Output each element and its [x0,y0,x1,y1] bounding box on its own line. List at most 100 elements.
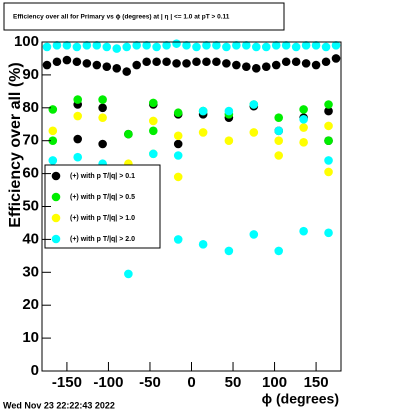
y-tick-label: 90 [22,66,39,83]
data-point [224,136,234,145]
x-tick-label: -100 [93,374,123,391]
data-point [173,151,183,160]
legend-label: (+) with p T/|q| > 0.1 [70,173,135,180]
data-point [299,226,308,236]
data-point [82,40,92,50]
data-point [122,42,132,52]
data-point [274,246,284,256]
data-point [202,57,211,67]
data-point [73,111,83,121]
data-point [148,126,158,136]
y-tick-label: 30 [22,263,39,280]
data-point [274,136,284,145]
legend-marker [51,213,61,223]
data-point [182,59,191,68]
data-point [242,62,251,71]
data-point [172,59,181,68]
data-point [148,116,158,126]
data-point [124,129,133,139]
data-point [148,149,158,159]
data-point [132,60,141,70]
data-point [232,40,241,50]
legend-marker [51,234,61,244]
data-point [162,40,171,50]
data-point [102,62,112,71]
data-point [48,136,58,145]
data-point [202,40,211,50]
x-tick-label: 0 [187,374,195,391]
data-point [301,59,311,68]
data-point [148,98,158,108]
data-point [173,131,183,141]
data-point [212,57,221,67]
chart-title: Efficiency over all for Primary vs ϕ (de… [13,14,230,21]
data-point [182,40,191,50]
data-point [73,134,83,144]
data-point [173,235,183,244]
data-point [162,57,171,67]
data-point [198,240,208,249]
legend-label: (+) with p T/|q| > 0.5 [70,194,135,201]
y-tick-label: 50 [22,197,39,214]
data-point [224,106,234,116]
data-point [172,39,181,48]
data-point [152,42,161,52]
data-point [52,57,62,67]
data-point [232,60,241,70]
data-point [112,44,122,53]
data-point [281,57,291,67]
data-point [331,40,341,50]
data-point [311,40,321,50]
data-point [212,40,221,50]
legend-label: (+) with p T/|q| > 2.0 [70,236,135,243]
data-point [299,123,308,132]
data-point [222,59,231,68]
data-point [73,152,83,162]
data-point [92,40,102,50]
data-point [62,55,72,65]
data-point [249,128,259,137]
data-point [142,40,151,50]
data-point [72,42,82,52]
x-tick-label: 50 [225,374,242,391]
x-tick-label: -150 [52,374,82,391]
data-point [42,42,52,52]
data-point [62,40,72,50]
data-point [82,59,92,68]
data-point [122,67,132,76]
y-tick-label: 70 [22,132,39,149]
data-point [48,126,58,136]
data-point [48,156,58,165]
data-point [98,139,107,149]
data-point [299,115,308,124]
data-point [98,113,107,122]
x-axis-title: ϕ (degrees) [262,391,339,407]
data-point [132,40,141,50]
y-tick-label: 0 [31,362,39,379]
data-point [331,54,341,63]
data-point [291,42,301,52]
x-tick-label: 100 [262,374,287,391]
data-point [261,62,271,71]
data-point [324,136,333,145]
x-tick-label: -50 [139,374,161,391]
y-tick-label: 10 [22,329,39,346]
y-tick-label: 100 [14,33,39,50]
data-point [311,60,321,70]
data-point [249,230,259,239]
data-point [324,121,333,131]
data-point [274,113,284,122]
data-point [251,64,261,73]
data-point [42,60,52,70]
data-point [112,64,122,73]
plot-area [42,39,341,279]
data-point [72,57,82,67]
y-tick-label: 20 [22,296,39,313]
data-point [301,40,311,50]
legend-marker [51,171,61,181]
data-point [198,128,208,137]
y-tick-label: 80 [22,99,39,116]
data-point [173,139,183,149]
data-point [242,40,251,50]
